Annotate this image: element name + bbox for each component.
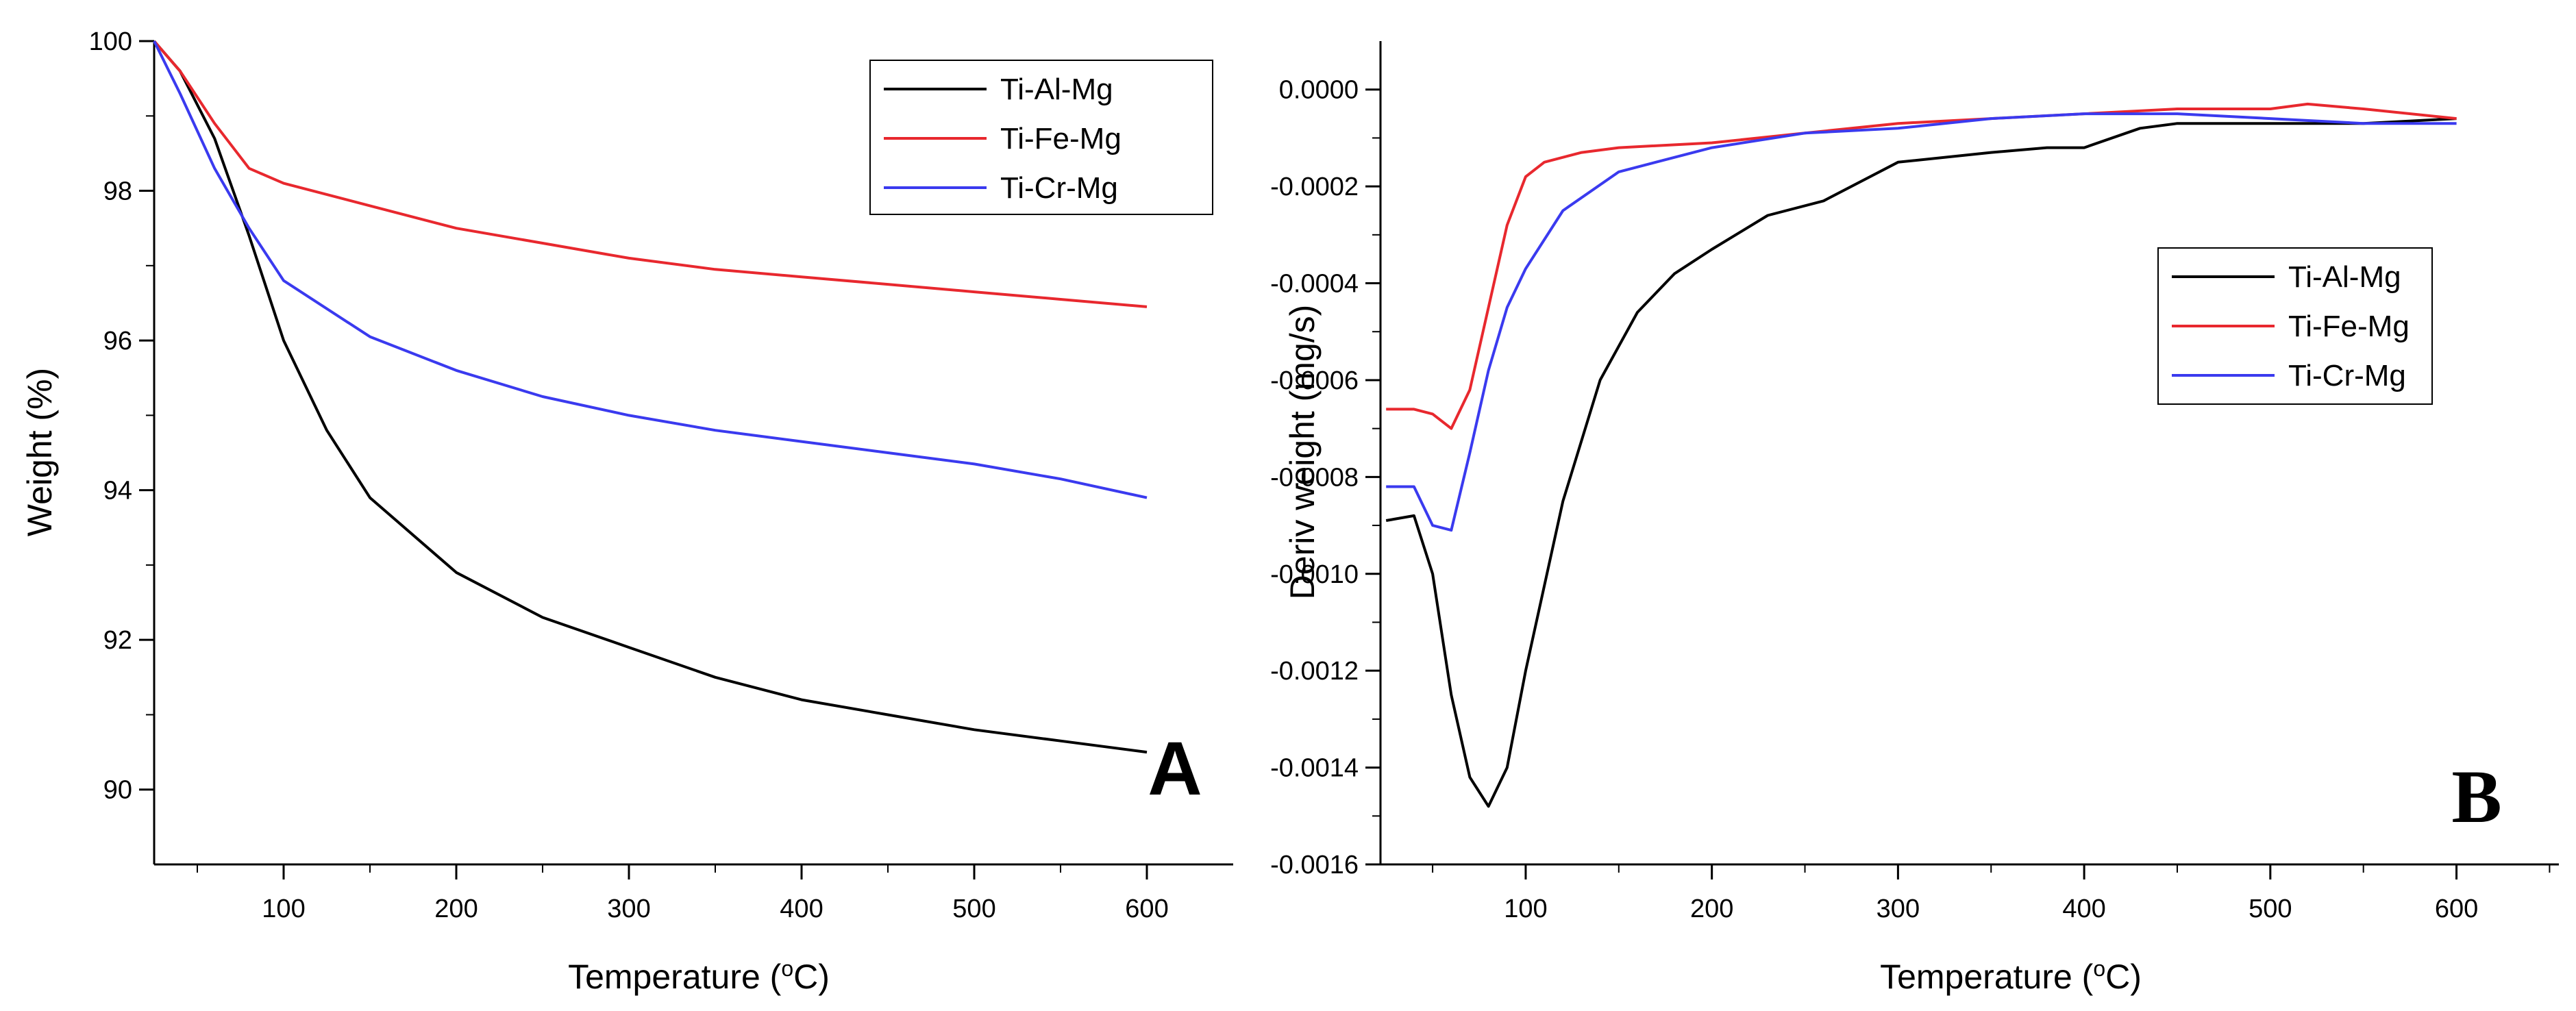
y-tick-label-b-0: 0.0000: [1279, 76, 1359, 105]
x-tick-label-b-5: 600: [2435, 895, 2478, 923]
y-tick-label-b-2: -0.0004: [1270, 270, 1359, 299]
series-line-b-ti-al-mg: [1385, 117, 2457, 808]
x-tick-label-b-1: 200: [1690, 895, 1733, 923]
y-axis-title-b: Deriv weight (mg/s): [1283, 305, 1322, 600]
legend-label-b-ti-cr-mg: Ti-Cr-Mg: [2288, 359, 2406, 392]
series-line-a-ti-al-mg: [153, 40, 1148, 754]
y-tick-label-b-3: -0.0006: [1270, 366, 1359, 395]
legend-label-a-ti-al-mg: Ti-Al-Mg: [1000, 73, 1113, 106]
x-tick-label-a-1: 200: [434, 895, 478, 923]
y-tick-label-b-4: -0.0008: [1270, 463, 1359, 492]
y-tick-label-a-3: 96: [103, 327, 132, 355]
panel-label-a: A: [1148, 727, 1202, 811]
y-tick-label-a-5: 100: [89, 27, 132, 56]
panel-label-b: B: [2451, 755, 2501, 838]
x-tick-label-a-0: 100: [262, 895, 305, 923]
chart-panel-a: 100 200 300 400 500 600 90 92 94 96 98 100 Ti-Al-Mg T…: [21, 27, 1233, 996]
x-axis-title-b: Temperature (oC): [1880, 956, 2142, 996]
series-line-a-ti-fe-mg: [153, 40, 1148, 308]
x-tick-label-a-5: 600: [1125, 895, 1168, 923]
series-line-b-ti-fe-mg: [1386, 102, 2457, 430]
x-tick-label-b-4: 500: [2249, 895, 2292, 923]
legend-label-a-ti-fe-mg: Ti-Fe-Mg: [1000, 122, 1122, 155]
series-line-b-ti-cr-mg: [1386, 112, 2457, 532]
y-tick-label-b-8: -0.0016: [1270, 851, 1359, 879]
chart-panel-b: 100 200 300 400 500 600 0.0000 -0.0002 -0.0004 -0…: [1270, 41, 2559, 996]
legend-label-b-ti-fe-mg: Ti-Fe-Mg: [2288, 310, 2410, 343]
legend-label-a-ti-cr-mg: Ti-Cr-Mg: [1000, 171, 1118, 205]
x-tick-label-b-0: 100: [1504, 895, 1547, 923]
y-tick-label-b-7: -0.0014: [1270, 754, 1359, 783]
y-tick-label-b-5: -0.0010: [1270, 560, 1359, 589]
y-tick-label-a-4: 98: [103, 177, 132, 206]
y-tick-label-a-0: 90: [103, 776, 132, 805]
y-tick-label-b-6: -0.0012: [1270, 657, 1359, 686]
y-tick-label-a-1: 92: [103, 626, 132, 655]
x-tick-label-b-3: 400: [2062, 895, 2105, 923]
y-tick-label-a-2: 94: [103, 477, 132, 506]
y-axis-title-a: Weight (%): [21, 368, 59, 536]
x-tick-label-a-4: 500: [952, 895, 995, 923]
x-tick-label-b-2: 300: [1877, 895, 1920, 923]
y-tick-label-b-1: -0.0002: [1270, 173, 1359, 201]
legend-label-b-ti-al-mg: Ti-Al-Mg: [2288, 260, 2401, 294]
series-line-a-ti-cr-mg: [153, 40, 1148, 499]
x-tick-label-a-3: 400: [780, 895, 823, 923]
x-axis-title-a: Temperature (oC): [568, 956, 830, 996]
x-tick-label-a-2: 300: [607, 895, 650, 923]
